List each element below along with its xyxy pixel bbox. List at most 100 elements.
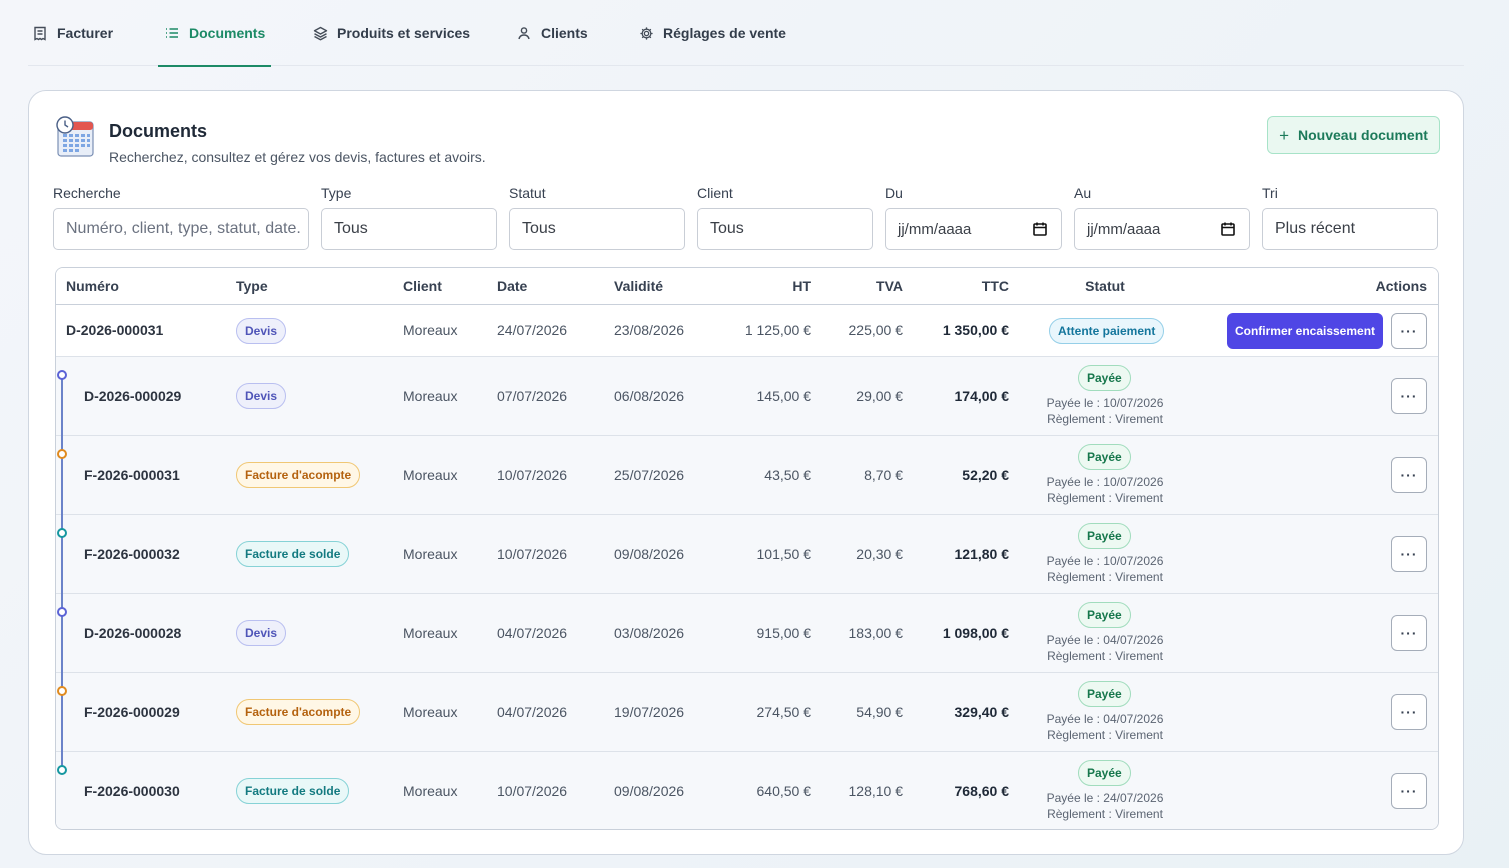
calendar-icon[interactable] (1220, 221, 1236, 237)
type-value: Tous (334, 220, 368, 237)
tab-label: Clients (541, 25, 588, 41)
calendar-icon[interactable] (1032, 221, 1048, 237)
client-cell: Moreaux (403, 783, 458, 799)
plus-icon: + (1279, 125, 1290, 145)
date-cell: 10/07/2026 (497, 546, 568, 562)
tab-produits[interactable]: Produits et services (312, 0, 470, 66)
to-placeholder: jj/mm/aaaa (1087, 220, 1161, 238)
tva-cell: 225,00 € (848, 322, 904, 338)
payment-method: Règlement : Virement (1047, 807, 1163, 821)
ht-cell: 1 125,00 € (744, 322, 811, 338)
tva-cell: 8,70 € (864, 467, 903, 483)
table-header: Numéro Type Client Date Validité HT TVA … (56, 268, 1438, 305)
type-badge: Facture de solde (236, 778, 350, 804)
from-label: Du (885, 185, 903, 201)
status-badge: Payée (1078, 760, 1131, 786)
paid-date: Payée le : 10/07/2026 (1046, 396, 1164, 410)
table-row[interactable]: F-2026-000029 Facture d'acompte Moreaux … (56, 673, 1438, 752)
table-row[interactable]: F-2026-000032 Facture de solde Moreaux 1… (56, 515, 1438, 594)
paid-date: Payée le : 04/07/2026 (1046, 633, 1164, 647)
doc-number[interactable]: D-2026-000031 (66, 322, 164, 338)
doc-number[interactable]: F-2026-000032 (84, 546, 180, 562)
timeline-line (61, 375, 63, 770)
col-ht[interactable]: HT (792, 278, 811, 294)
client-cell: Moreaux (403, 467, 458, 483)
tab-documents[interactable]: Documents (158, 0, 272, 67)
validity-cell: 25/07/2026 (614, 467, 685, 483)
table-row[interactable]: D-2026-000031 Devis Moreaux 24/07/2026 2… (56, 305, 1438, 357)
more-actions-button[interactable]: ··· (1391, 457, 1427, 493)
doc-number[interactable]: F-2026-000030 (84, 783, 180, 799)
ttc-cell: 121,80 € (954, 546, 1010, 562)
type-badge: Facture de solde (236, 541, 350, 567)
client-cell: Moreaux (403, 546, 458, 562)
validity-cell: 09/08/2026 (614, 546, 685, 562)
confirm-payment-button[interactable]: Confirmer encaissement (1227, 313, 1383, 349)
tab-label: Réglages de vente (663, 25, 786, 41)
new-document-label: Nouveau document (1298, 127, 1428, 143)
date-cell: 24/07/2026 (497, 322, 568, 338)
col-type[interactable]: Type (236, 278, 268, 294)
type-badge: Devis (236, 318, 287, 344)
tab-reglages[interactable]: Réglages de vente (638, 0, 786, 66)
client-cell: Moreaux (403, 322, 458, 338)
table-row[interactable]: D-2026-000029 Devis Moreaux 07/07/2026 0… (56, 357, 1438, 436)
col-validite[interactable]: Validité (614, 278, 664, 294)
more-actions-button[interactable]: ··· (1391, 378, 1427, 414)
more-actions-button[interactable]: ··· (1391, 536, 1427, 572)
search-placeholder: Numéro, client, type, statut, date... (66, 220, 302, 237)
ttc-cell: 52,20 € (962, 467, 1009, 483)
calendar-icon (55, 116, 95, 158)
type-badge: Facture d'acompte (236, 462, 361, 488)
doc-number[interactable]: D-2026-000028 (84, 625, 182, 641)
status-badge: Payée (1078, 523, 1131, 549)
paid-date: Payée le : 04/07/2026 (1046, 712, 1164, 726)
new-document-button[interactable]: + Nouveau document (1267, 116, 1440, 154)
more-actions-button[interactable]: ··· (1391, 615, 1427, 651)
doc-number[interactable]: F-2026-000031 (84, 467, 180, 483)
table-row[interactable]: F-2026-000031 Facture d'acompte Moreaux … (56, 436, 1438, 515)
search-input[interactable]: Numéro, client, type, statut, date... (53, 208, 309, 250)
doc-number[interactable]: D-2026-000029 (84, 388, 182, 404)
tab-clients[interactable]: Clients (516, 0, 588, 66)
payment-method: Règlement : Virement (1047, 728, 1163, 742)
ht-cell: 915,00 € (756, 625, 812, 641)
more-actions-button[interactable]: ··· (1391, 313, 1427, 349)
validity-cell: 19/07/2026 (614, 704, 685, 720)
client-select[interactable]: Tous (697, 208, 873, 250)
date-cell: 10/07/2026 (497, 783, 568, 799)
table-row[interactable]: F-2026-000030 Facture de solde Moreaux 1… (56, 752, 1438, 829)
status-badge: Payée (1078, 681, 1131, 707)
col-statut[interactable]: Statut (1085, 278, 1125, 294)
more-actions-button[interactable]: ··· (1391, 694, 1427, 730)
validity-cell: 06/08/2026 (614, 388, 685, 404)
col-client[interactable]: Client (403, 278, 442, 294)
status-select[interactable]: Tous (509, 208, 685, 250)
page-subtitle: Recherchez, consultez et gérez vos devis… (109, 149, 486, 165)
table-row[interactable]: D-2026-000028 Devis Moreaux 04/07/2026 0… (56, 594, 1438, 673)
from-date-input[interactable]: jj/mm/aaaa (885, 208, 1062, 250)
validity-cell: 03/08/2026 (614, 625, 685, 641)
ht-cell: 145,00 € (756, 388, 812, 404)
to-label: Au (1074, 185, 1092, 201)
tab-facturer[interactable]: Facturer (32, 0, 113, 66)
client-cell: Moreaux (403, 388, 458, 404)
documents-table: Numéro Type Client Date Validité HT TVA … (55, 267, 1439, 830)
ht-cell: 640,50 € (756, 783, 812, 799)
more-actions-button[interactable]: ··· (1391, 773, 1427, 809)
type-select[interactable]: Tous (321, 208, 497, 250)
col-tva[interactable]: TVA (876, 278, 903, 294)
col-actions: Actions (1375, 278, 1427, 294)
to-date-input[interactable]: jj/mm/aaaa (1074, 208, 1250, 250)
date-cell: 10/07/2026 (497, 467, 568, 483)
col-numero[interactable]: Numéro (66, 278, 119, 294)
client-label: Client (697, 185, 733, 201)
status-value: Tous (522, 220, 556, 237)
top-nav: Facturer Documents Produits et services … (28, 0, 1464, 67)
sort-select[interactable]: Plus récent (1262, 208, 1438, 250)
timeline-dot (57, 528, 67, 538)
paid-date: Payée le : 10/07/2026 (1046, 475, 1164, 489)
col-date[interactable]: Date (497, 278, 528, 294)
col-ttc[interactable]: TTC (981, 278, 1009, 294)
doc-number[interactable]: F-2026-000029 (84, 704, 180, 720)
